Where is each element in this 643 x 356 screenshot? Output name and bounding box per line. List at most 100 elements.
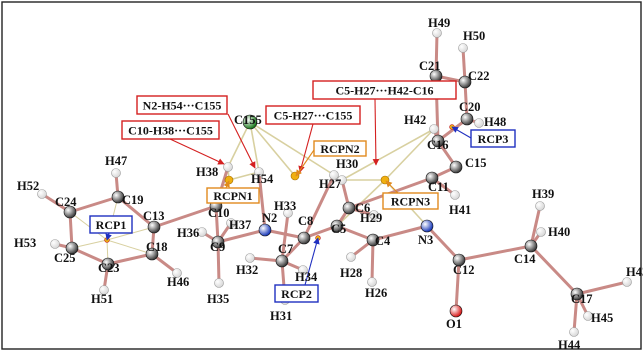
atom-label-H33: H33 <box>274 199 296 213</box>
atom-C24 <box>63 205 77 219</box>
interaction-box-n2 <box>136 95 228 115</box>
atom-label-H34: H34 <box>295 270 318 284</box>
atom-H38 <box>223 162 233 172</box>
atom-H37 <box>226 218 236 228</box>
interaction-path-C155-RCPN2 <box>249 121 296 177</box>
atom-label-O1: O1 <box>446 317 462 331</box>
atom-label-C9: C9 <box>210 240 225 254</box>
atom-label-C18: C18 <box>146 240 168 254</box>
atom-label-H28: H28 <box>340 266 362 280</box>
rcpn-box-rcpn3 <box>382 192 439 210</box>
atom-label-H42: H42 <box>404 113 426 127</box>
atom-label-C24: C24 <box>55 195 77 209</box>
atom-C155 <box>242 114 258 130</box>
rcpn-box-label-rcpn1: RCPN1 <box>213 189 252 203</box>
ring-path-rcp1 <box>106 239 153 255</box>
atom-label-C22: C22 <box>468 69 490 83</box>
atom-label-H45: H45 <box>591 311 613 325</box>
atom-label-H43: H43 <box>626 265 643 279</box>
atom-H50 <box>458 43 468 53</box>
atom-label-H53: H53 <box>14 236 36 250</box>
atom-C22 <box>458 75 472 89</box>
interaction-path-C155-H27 <box>249 121 343 181</box>
atom-H36 <box>197 227 207 237</box>
rcp-box-label-rcp3: RCP3 <box>478 132 509 146</box>
atom-C11 <box>425 171 439 185</box>
atom-label-C16: C16 <box>427 138 449 152</box>
atom-C16 <box>431 134 445 148</box>
interaction-box-label-n2: N2-H54···C155 <box>143 98 222 112</box>
rcp-box-label-rcp1: RCP1 <box>96 218 127 232</box>
bond-C24-C19 <box>68 195 120 214</box>
atom-H51 <box>99 285 109 295</box>
atom-label-H48: H48 <box>484 115 506 129</box>
atom-label-H37: H37 <box>229 218 251 232</box>
atom-label-C4: C4 <box>375 234 391 248</box>
rcp-box-label-rcp2: RCP2 <box>281 287 312 301</box>
atom-H47 <box>111 168 121 178</box>
atom-label-C13: C13 <box>143 209 165 223</box>
interaction-arrow-c5b <box>372 98 380 166</box>
atom-H39 <box>535 201 545 211</box>
interaction-box-label-c10: C10-H38···C155 <box>128 123 213 137</box>
atom-label-C12: C12 <box>453 263 475 277</box>
interaction-path-H42-RCPN3 <box>384 128 435 181</box>
atom-label-N2: N2 <box>262 211 277 225</box>
atom-label-H52: H52 <box>17 179 39 193</box>
atom-C5 <box>330 219 344 233</box>
atom-label-H38: H38 <box>196 165 218 179</box>
bond-C21-H49 <box>434 31 439 78</box>
interaction-box-label-c5b: C5-H27···H42-C16 <box>336 83 434 97</box>
atom-C18 <box>145 247 159 261</box>
ring-path-rcp1 <box>69 211 108 241</box>
atom-C9 <box>211 235 225 249</box>
atom-H30 <box>329 170 339 180</box>
atom-C17 <box>570 287 584 301</box>
bond-C4-H26 <box>370 238 375 284</box>
bond-C17-H44 <box>572 292 579 334</box>
atom-C25 <box>65 241 79 255</box>
interaction-arrow-n2 <box>227 113 256 169</box>
interaction-box-c5a <box>265 105 361 125</box>
atom-label-C7: C7 <box>278 242 293 256</box>
rcpn-box-rcpn1 <box>206 187 260 204</box>
bond-N3-C12 <box>425 224 461 262</box>
atom-label-H47: H47 <box>105 154 127 168</box>
atom-H29 <box>369 210 379 220</box>
bond-C18-C23 <box>106 252 154 266</box>
atom-label-H51: H51 <box>91 292 113 306</box>
bond-C8-H30 <box>302 173 336 240</box>
atom-N2 <box>258 223 272 237</box>
atom-label-C11: C11 <box>428 180 449 194</box>
atom-C12 <box>452 253 466 267</box>
bond-C5-C4 <box>335 224 375 242</box>
atom-label-C20: C20 <box>459 100 481 114</box>
atom-C4 <box>366 233 380 247</box>
rcp-arrow-rcp2 <box>304 237 320 286</box>
atom-C8 <box>297 231 311 245</box>
atom-label-C15: C15 <box>465 156 487 170</box>
atom-label-H27: H27 <box>319 177 341 191</box>
atom-C20 <box>460 112 474 126</box>
atom-label-H50: H50 <box>463 29 485 43</box>
atom-H32 <box>245 253 255 263</box>
atom-C6 <box>342 201 356 215</box>
atom-label-H49: H49 <box>428 16 450 30</box>
atom-H43 <box>622 277 632 287</box>
atom-C23 <box>101 257 115 271</box>
atom-H33 <box>283 208 293 218</box>
rcp-box-rcp2 <box>274 284 319 303</box>
atom-label-H44: H44 <box>558 338 581 351</box>
interaction-arrow-c5a <box>298 123 314 173</box>
atom-C13 <box>147 220 161 234</box>
atom-H54 <box>254 167 264 177</box>
atom-H42 <box>429 124 439 134</box>
atom-H46 <box>172 268 182 278</box>
critical-point-RCPN1 <box>224 175 234 185</box>
rcp-box-rcp3 <box>470 129 516 148</box>
interaction-path-H54-RCPN1 <box>228 171 260 181</box>
rcp-arrow-rcp3 <box>451 126 472 139</box>
bond-C12-O1 <box>454 258 461 313</box>
